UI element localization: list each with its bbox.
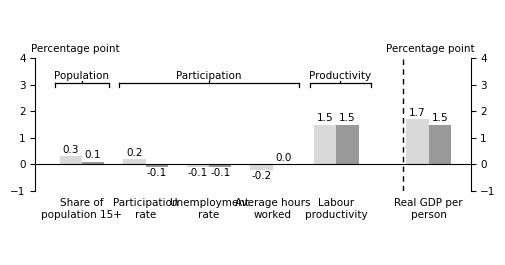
Bar (406, 119, 428, 164)
Text: 1.5: 1.5 (430, 113, 447, 123)
Text: 1.7: 1.7 (408, 108, 425, 118)
Text: Percentage point: Percentage point (31, 44, 120, 54)
Text: -0.1: -0.1 (187, 168, 208, 178)
Text: 0.0: 0.0 (275, 153, 291, 163)
Text: -0.2: -0.2 (251, 171, 271, 181)
Bar (250, 164, 272, 170)
Text: -0.1: -0.1 (210, 168, 230, 178)
Text: Productivity: Productivity (309, 71, 371, 81)
Text: 0.1: 0.1 (85, 150, 101, 160)
Text: 0.2: 0.2 (126, 148, 142, 158)
Bar (428, 125, 450, 164)
Bar (336, 125, 358, 164)
Text: 1.5: 1.5 (338, 113, 355, 123)
Text: 0.3: 0.3 (63, 145, 79, 155)
Bar (123, 159, 145, 164)
Bar (145, 164, 168, 167)
Text: Population: Population (55, 71, 109, 81)
Bar (82, 162, 104, 164)
Text: 1.5: 1.5 (316, 113, 333, 123)
Bar (314, 125, 336, 164)
Bar (209, 164, 231, 167)
Text: Participation: Participation (176, 71, 241, 81)
Bar (60, 156, 82, 164)
Text: Percentage point: Percentage point (385, 44, 474, 54)
Bar (186, 164, 209, 167)
Text: -0.1: -0.1 (146, 168, 167, 178)
